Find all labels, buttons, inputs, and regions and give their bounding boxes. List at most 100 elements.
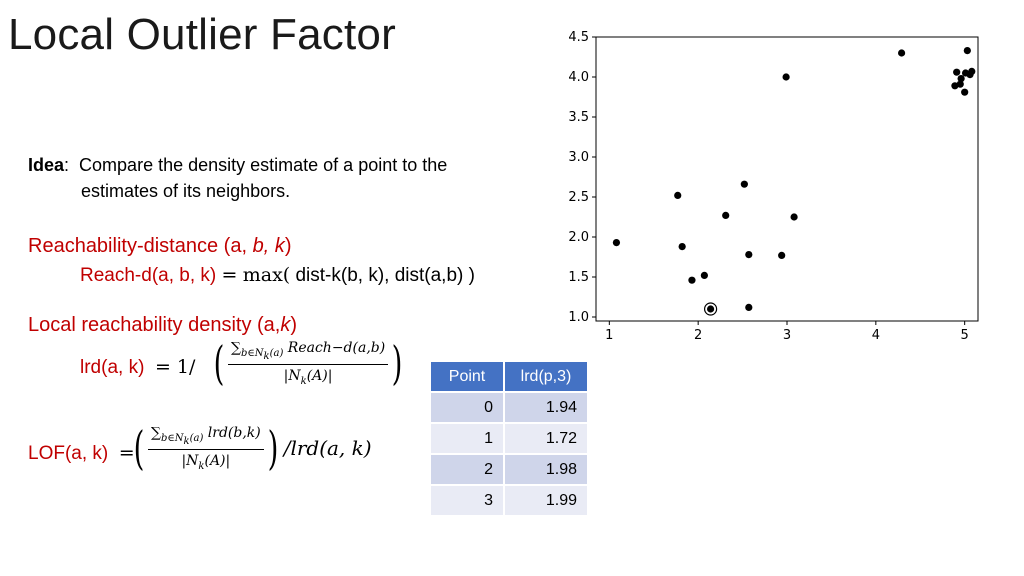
table-row: 3 1.99 [431,486,589,517]
data-point [961,88,969,96]
table-row: 0 1.94 [431,393,589,424]
lrd-numerator: ∑b∈Nk(a) Reach−d(a,b) [227,340,389,365]
lrd-num-body: Reach−d(a,b) [287,340,386,356]
lof-tail: /lrd(a, k) [283,436,372,461]
table-header-lrd: lrd(p,3) [505,362,589,393]
lof-frac: ∑b∈Nk(a) lrd(b,k) |Nk(A)| [147,425,264,472]
lof-fraction: ( ∑b∈Nk(a) lrd(b,k) |Nk(A)| ) /lrd(a, k) [130,425,372,472]
idea-label: Idea [28,155,65,175]
table-cell-point: 1 [431,424,505,455]
lrd-heading-k: k [280,314,291,336]
y-tick-label: 4.5 [568,30,589,45]
lof-sum-subk: k [183,435,190,447]
lrd-heading-pre: Local reachability density (a, [28,314,281,336]
lrd-denominator: |Nk(A)| [284,365,333,387]
data-point [790,213,798,221]
data-point [700,271,708,279]
page-title: Local Outlier Factor [8,10,396,59]
lrd-heading-post: ) [290,314,298,336]
table-row: 2 1.98 [431,455,589,486]
reach-def-max: max( [242,264,291,286]
lrd-fraction: ( ∑b∈Nk(a) Reach−d(a,b) |Nk(A)| ) [210,340,406,387]
lof-formula-label: LOF(a, k) = [28,442,135,465]
y-tick-label: 1.5 [568,270,589,285]
data-point [688,276,696,284]
data-point [674,191,682,199]
reach-def-label: Reach-d(a, b, k) [80,265,217,286]
data-point [778,251,786,259]
table-cell-lrd: 1.72 [505,424,589,455]
table-row: 1 1.72 [431,424,589,455]
data-point [966,71,974,79]
x-tick-label: 5 [961,328,969,343]
data-point [678,243,686,251]
lof-den-k: k [198,460,205,472]
reachability-definition: Reach-d(a, b, k) = max( dist-k(b, k), di… [80,264,475,287]
lrd-table: Point lrd(p,3) 0 1.94 1 1.72 2 1.98 3 1.… [431,362,589,517]
data-point [722,211,730,219]
data-point [782,73,790,81]
lof-denominator: |Nk(A)| [181,450,230,472]
lrd-den: |N [283,367,301,384]
lrd-frac: ∑b∈Nk(a) Reach−d(a,b) |Nk(A)| [227,340,389,387]
table-cell-point: 2 [431,455,505,486]
data-point [963,47,971,55]
data-point [612,239,621,247]
table-header-row: Point lrd(p,3) [431,362,589,393]
data-point [957,75,965,83]
reach-heading-post: ) [284,235,292,257]
lrd-den-k: k [300,375,307,387]
y-tick-label: 4.0 [568,70,589,85]
lrd-sum-sub: b∈N [240,347,264,359]
reachability-heading: Reachability-distance (a, b, k) [28,235,291,258]
x-tick-label: 3 [783,328,791,343]
reach-heading-args: b, k [252,235,285,257]
data-point [745,251,753,259]
lof-sum-suba: (a) [189,432,204,444]
lof-numerator: ∑b∈Nk(a) lrd(b,k) [147,425,264,450]
left-paren: ( [213,336,225,391]
reach-heading-pre: Reachability-distance (a, [28,235,253,257]
data-point [740,180,748,188]
idea-line-2: estimates of its neighbors. [81,181,291,201]
lof-num-body: lrd(b,k) [207,425,261,441]
table-cell-lrd: 1.98 [505,455,589,486]
data-point [953,68,961,76]
x-tick-label: 4 [872,328,880,343]
lrd-sum-suba: (a) [269,347,284,359]
data-point [956,80,964,88]
sum-symbol: ∑ [150,425,161,441]
lof-den-post: (A)| [204,452,231,469]
data-point [898,49,906,57]
lof-label: LOF(a, k) [28,443,109,464]
sum-symbol: ∑ [230,340,241,356]
right-paren: ) [267,421,279,476]
lrd-label: lrd(a, k) [80,357,145,378]
y-tick-label: 2.0 [568,230,589,245]
table-cell-point: 3 [431,486,505,517]
x-tick-label: 1 [605,328,613,343]
lof-den: |N [181,452,199,469]
table-cell-lrd: 1.99 [505,486,589,517]
left-paren: ( [133,421,145,476]
reach-def-eq: = [221,264,238,286]
y-tick-label: 1.0 [568,310,589,325]
highlighted-point [707,305,715,313]
x-tick-label: 2 [694,328,702,343]
table-header-point: Point [431,362,505,393]
lrd-heading: Local reachability density (a,k) [28,314,297,337]
table-cell-lrd: 1.94 [505,393,589,424]
data-point [745,303,753,311]
right-paren: ) [391,336,403,391]
lof-eq: = [118,442,135,464]
lof-sum-sub: b∈N [160,432,184,444]
highlighted-point-ring [704,302,718,316]
table-cell-point: 0 [431,393,505,424]
scatter-chart: 1 2 3 4 5 1.0 1.5 2.0 2.5 3.0 3.5 4.0 4.5 [568,30,979,343]
lrd-sum-subk: k [263,350,270,362]
lrd-eq: = 1/ [154,356,196,378]
y-tick-label: 3.0 [568,150,589,165]
y-tick-label: 3.5 [568,110,589,125]
reach-def-args: dist-k(b, k), dist(a,b) ) [290,265,475,286]
y-tick-label: 2.5 [568,190,589,205]
